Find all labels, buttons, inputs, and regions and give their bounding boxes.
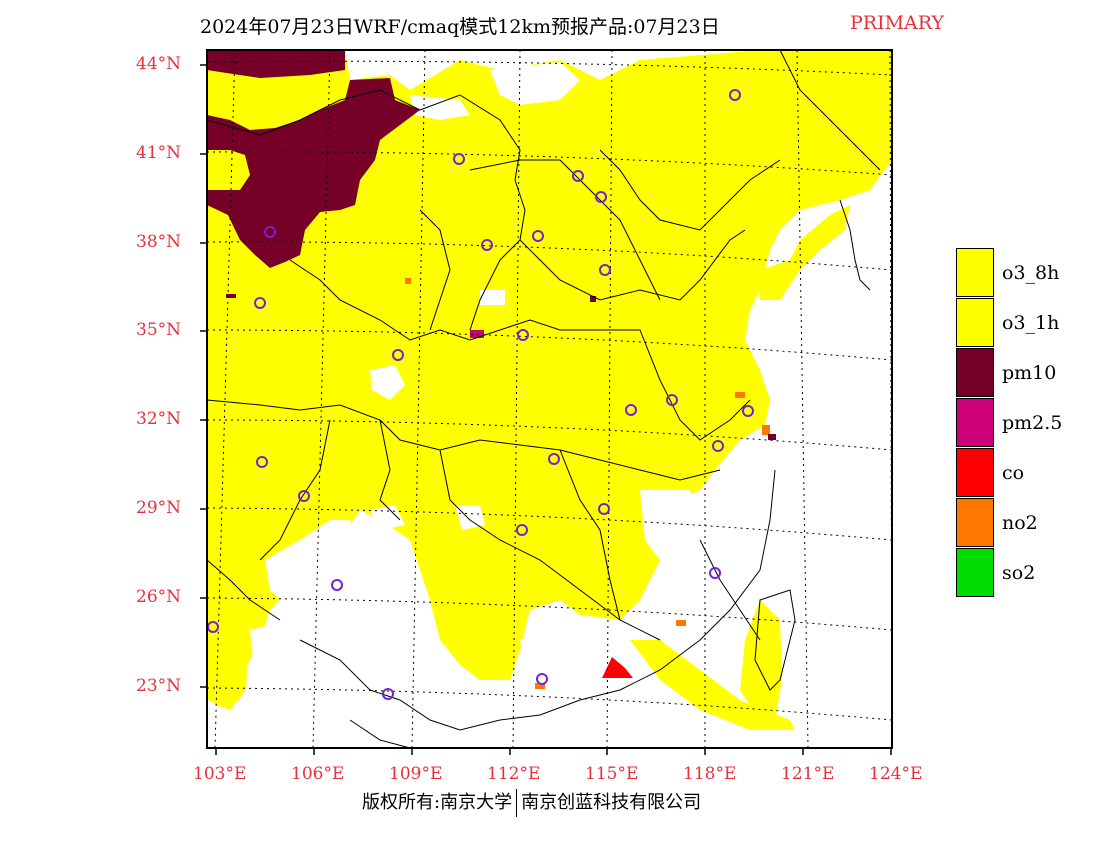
lon-label: 118°E: [683, 764, 737, 784]
legend-swatch: [956, 548, 994, 597]
station-markers: [207, 89, 754, 700]
primary-tag: PRIMARY: [850, 12, 945, 34]
lat-label: 41°N: [136, 143, 182, 163]
legend-label: co: [1002, 462, 1025, 484]
legend-swatch: [956, 298, 994, 347]
legend-swatch: [956, 398, 994, 447]
legend: o3_8h o3_1h pm10 pm2.5 co no2 so2: [956, 248, 1096, 598]
legend-item-o3-8h: o3_8h: [956, 248, 1096, 298]
legend-label: pm10: [1002, 362, 1057, 384]
legend-item-co: co: [956, 448, 1096, 498]
footer-separator: [516, 789, 518, 817]
legend-label: so2: [1002, 562, 1036, 584]
lon-label: 121°E: [781, 764, 835, 784]
legend-item-pm10: pm10: [956, 348, 1096, 398]
legend-label: o3_8h: [1002, 262, 1060, 284]
lat-label: 35°N: [136, 320, 182, 340]
legend-swatch: [956, 348, 994, 397]
legend-label: o3_1h: [1002, 312, 1060, 334]
legend-label: no2: [1002, 512, 1038, 534]
lat-label: 32°N: [136, 409, 182, 429]
legend-swatch: [956, 248, 994, 297]
legend-item-o3-1h: o3_1h: [956, 298, 1096, 348]
lat-label: 29°N: [136, 498, 182, 518]
legend-swatch: [956, 498, 994, 547]
copyright-footer: 版权所有:南京大学 南京创蓝科技有限公司: [362, 788, 701, 817]
legend-swatch: [956, 448, 994, 497]
lon-label: 103°E: [193, 764, 247, 784]
legend-label: pm2.5: [1002, 412, 1063, 434]
o3-region-main: [207, 50, 892, 705]
copyright-right: 南京创蓝科技有限公司: [521, 792, 702, 813]
lon-label: 124°E: [869, 764, 923, 784]
legend-item-so2: so2: [956, 548, 1096, 598]
map-title: 2024年07月23日WRF/cmaq模式12km预报产品:07月23日: [200, 16, 720, 38]
copyright-left: 版权所有:南京大学: [362, 792, 513, 813]
pm10-region: [207, 50, 345, 78]
lat-label: 23°N: [136, 676, 182, 696]
lon-label: 115°E: [585, 764, 639, 784]
legend-item-pm2-5: pm2.5: [956, 398, 1096, 448]
lon-label: 106°E: [291, 764, 345, 784]
lat-label: 38°N: [136, 232, 182, 252]
lon-label: 109°E: [389, 764, 443, 784]
lat-label: 44°N: [136, 54, 182, 74]
legend-item-no2: no2: [956, 498, 1096, 548]
lon-label: 112°E: [487, 764, 541, 784]
lat-label: 26°N: [136, 587, 182, 607]
